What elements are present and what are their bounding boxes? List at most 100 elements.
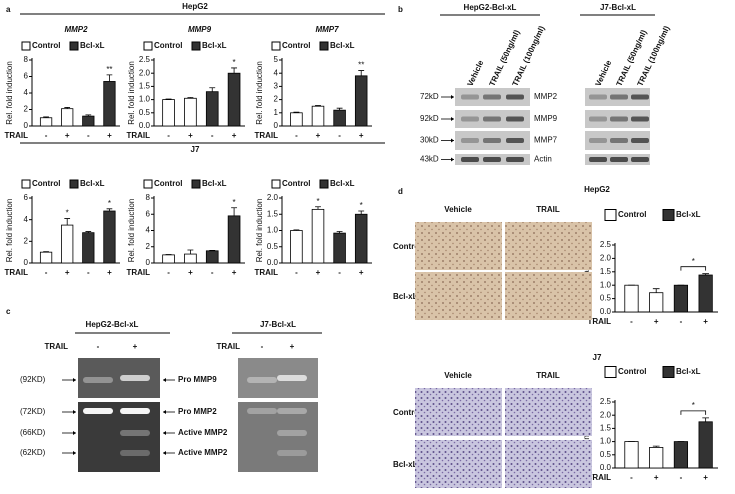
y-tick-label: 6 [146,209,151,218]
legend-label: Control [32,41,60,50]
bar [624,284,639,313]
bar [103,210,116,264]
x-axis-label: TRAIL [126,268,150,277]
blot-group: J7-Bcl-xL [600,3,636,12]
y-axis-label: Rel. fold induction [255,61,264,125]
y-tick-label: 3 [274,82,279,91]
y-tick-label: 0.5 [267,242,279,251]
legend-swatch [271,179,281,189]
y-tick-label: 1 [274,108,279,117]
error-bar [293,229,300,231]
cell-line-header: HepG2 [182,2,208,11]
micrograph [505,272,592,320]
column-label: Vehicle [444,205,472,214]
significance: * [692,401,695,410]
arrow-head [163,431,166,435]
y-tick-label: 2.5 [600,240,612,249]
bar [61,224,74,264]
y-tick-label: 8 [146,193,151,202]
legend-swatch [191,41,201,51]
error-bar [187,249,194,255]
y-tick-label: 1.0 [267,226,279,235]
significance: * [316,197,319,206]
blot-band [610,157,628,162]
y-tick-label: 2.5 [139,55,151,64]
y-tick-label: 6 [24,72,29,81]
x-tick-label: - [680,473,683,482]
gel-band [277,375,307,381]
condition-label: TRAIL [44,342,68,351]
cell-line-header: J7 [593,353,602,362]
y-tick-label: 1.5 [267,209,279,218]
legend-swatch [69,41,79,51]
bar [673,284,689,313]
legend-label: Control [154,41,182,50]
bar [39,251,53,264]
legend-label: Bcl-xL [330,179,355,188]
micrograph [415,388,502,436]
legend-label: Bcl-xL [80,41,105,50]
legend-label: Control [282,41,310,50]
legend-label: Control [618,210,646,219]
y-tick-label: 6 [24,193,29,202]
y-tick-label: 0 [146,258,151,267]
bar [649,292,664,313]
row-label: Bcl-xL [393,460,418,469]
arrow-head [451,157,454,162]
band-label: Active MMP2 [178,428,228,437]
x-tick-label: - [338,268,341,277]
blot-band [589,157,607,162]
x-tick-label: - [295,131,298,140]
x-axis-label: TRAIL [587,473,611,482]
bar [205,250,219,264]
cell-line-header: J7 [191,145,200,154]
size-marker: (92KD) [20,375,46,384]
gel-band [247,408,277,414]
blot-band [483,138,501,143]
y-tick-label: 1.0 [600,280,612,289]
chart-title: MMP9 [188,25,212,34]
blot-band [461,116,479,122]
lane-label: Vehicle [594,58,614,87]
bar [162,254,175,264]
bar [649,447,664,469]
arrow-head [451,138,454,143]
x-axis-label: TRAIL [587,317,611,326]
bar [311,105,325,127]
legend-label: Control [282,179,310,188]
blot-band [506,138,524,143]
legend-swatch [604,209,617,221]
lane-label: + [290,342,295,351]
condition-label: TRAIL [216,342,240,351]
y-tick-label: 1.5 [139,82,151,91]
size-marker: (66KD) [20,428,46,437]
error-bar [702,273,709,276]
y-axis-label: Rel. fold induction [127,61,136,125]
bar [227,72,241,127]
panel-label: d [398,187,403,196]
blot-band [610,94,628,100]
bar [290,112,303,127]
y-tick-label: 2 [274,95,279,104]
significance-bracket [680,410,707,415]
error-bar [106,208,113,211]
bar [184,253,197,264]
micrograph [505,388,592,436]
x-tick-label: + [316,268,321,277]
legend-swatch [604,366,617,378]
error-bar [187,97,194,99]
y-tick-label: 2.0 [139,68,151,77]
error-bar [231,67,238,74]
gel-band [277,408,307,414]
y-tick-label: 2 [24,236,29,245]
band-label: Pro MMP2 [178,407,217,416]
error-bar [43,116,49,118]
error-bar [85,231,92,233]
gel-band [277,450,307,456]
bar [311,208,325,264]
x-tick-label: + [65,131,70,140]
y-tick-label: 4 [274,68,279,77]
x-tick-label: - [45,268,48,277]
x-tick-label: + [107,268,112,277]
legend-label: Bcl-xL [202,179,227,188]
